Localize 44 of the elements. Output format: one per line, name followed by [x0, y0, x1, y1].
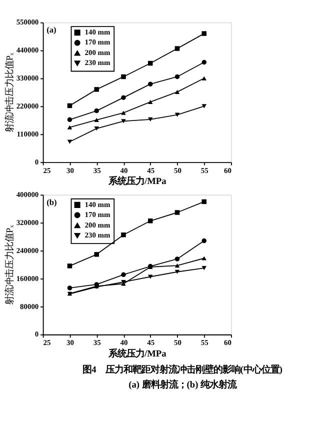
- y-tick-label: 160000: [16, 274, 39, 283]
- x-tick-label: 55: [200, 338, 209, 348]
- y-tick-label: 320000: [16, 218, 39, 227]
- y-axis-title: 射流冲击压力比值Pₓ: [4, 224, 16, 305]
- x-tick-label: 45: [147, 166, 155, 175]
- legend-label: 230 mm: [84, 230, 111, 240]
- legend-label: 140 mm: [84, 27, 111, 36]
- x-axis-title: 系统压力/MPa: [108, 176, 167, 187]
- y-tick-label: 110000: [16, 129, 39, 138]
- y-tick-label: 0: [34, 157, 39, 166]
- chart-title: (b): [46, 198, 58, 207]
- x-tick-label: 50: [174, 166, 182, 175]
- y-tick-label: 440000: [16, 46, 39, 55]
- y-tick-label: 400000: [16, 190, 39, 200]
- x-tick-label: 30: [66, 338, 74, 348]
- legend-label: 140 mm: [84, 200, 111, 209]
- x-tick-label: 60: [224, 166, 232, 175]
- x-tick-label: 45: [147, 338, 155, 348]
- x-tick-label: 25: [43, 166, 52, 175]
- x-tick-label: 40: [120, 338, 128, 348]
- x-tick-label: 35: [93, 338, 102, 348]
- x-tick-label: 60: [224, 338, 232, 348]
- y-axis-title: 射流冲击压力比值Pₓ: [4, 52, 16, 133]
- y-tick-label: 80000: [20, 302, 39, 311]
- x-axis-title: 系统压力/MPa: [108, 348, 167, 360]
- y-tick-label: 550000: [16, 18, 39, 27]
- x-tick-label: 30: [66, 166, 74, 175]
- legend-label: 170 mm: [84, 210, 111, 220]
- y-tick-label: 330000: [16, 74, 39, 83]
- legend-label: 200 mm: [84, 48, 111, 57]
- caption: 图4 压力和靶距对射流冲击刚壁的影响(中心位置): [82, 364, 282, 376]
- x-tick-label: 55: [200, 166, 209, 175]
- y-tick-label: 220000: [16, 102, 39, 111]
- x-tick-label: 25: [43, 338, 52, 348]
- legend-label: 170 mm: [84, 38, 111, 47]
- x-tick-label: 40: [120, 166, 128, 175]
- y-tick-label: 240000: [16, 246, 39, 255]
- x-tick-label: 35: [93, 166, 102, 175]
- legend-label: 230 mm: [84, 58, 111, 68]
- chart-title: (a): [46, 26, 57, 35]
- text: (a) 磨料射流；(b) 纯水射流: [128, 379, 238, 390]
- legend-label: 200 mm: [84, 220, 111, 230]
- y-tick-label: 0: [34, 330, 39, 339]
- x-tick-label: 50: [174, 338, 182, 348]
